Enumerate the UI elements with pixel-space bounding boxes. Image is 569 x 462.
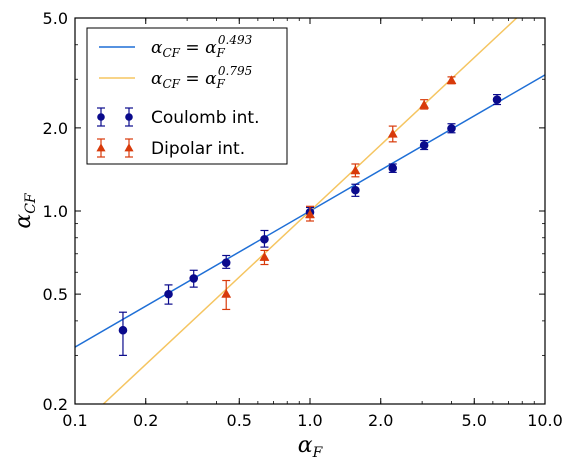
x-tick-label: 10.0 (527, 411, 563, 430)
y-axis-label: αCF (11, 192, 39, 229)
x-tick-label: 1.0 (297, 411, 322, 430)
data-point (388, 163, 398, 173)
data-point (419, 99, 430, 109)
data-point (221, 288, 232, 298)
x-tick-label: 5.0 (462, 411, 487, 430)
data-point (305, 209, 315, 219)
legend-series-label: Coulomb int. (151, 108, 260, 128)
legend-marker (97, 113, 105, 121)
data-point (164, 289, 173, 299)
y-tick-label: 0.2 (43, 395, 68, 414)
data-point (260, 234, 269, 244)
legend-fit-label: αCF = αF0.795 (151, 64, 252, 91)
y-tick-label: 2.0 (43, 119, 68, 138)
legend-fit-label: αCF = αF0.493 (151, 33, 253, 60)
data-point (447, 124, 456, 133)
series-dipolar (221, 75, 457, 311)
x-axis-label: αF (298, 433, 324, 461)
x-tick-label: 2.0 (368, 411, 393, 430)
legend-box (86, 27, 288, 165)
data-point (492, 95, 502, 104)
data-point (259, 251, 270, 261)
x-tick-label: 0.5 (227, 411, 252, 430)
y-tick-label: 5.0 (43, 9, 68, 28)
legend-series-label: Dipolar int. (151, 139, 245, 159)
legend: αCF = αF0.493 αCF = αF0.795 Coulomb int. Di… (86, 27, 288, 165)
data-point (446, 75, 457, 85)
x-tick-label: 0.1 (62, 411, 87, 430)
legend-marker (125, 113, 133, 121)
data-point (189, 274, 199, 283)
legend-marker (96, 143, 106, 152)
plot-content (75, 18, 545, 404)
legend-marker (124, 143, 134, 152)
y-tick-label: 0.5 (43, 285, 68, 304)
axis-ticks: 0.1 0.2 0.5 1.0 2.0 5.0 10.00.20.51.02.05.0 (43, 9, 563, 430)
data-point (351, 185, 360, 195)
data-point (350, 165, 361, 175)
data-point (221, 258, 231, 267)
data-point (387, 128, 398, 138)
y-tick-label: 1.0 (43, 202, 68, 221)
data-point (419, 140, 429, 150)
x-tick-label: 0.2 (133, 411, 158, 430)
data-point (118, 325, 128, 335)
